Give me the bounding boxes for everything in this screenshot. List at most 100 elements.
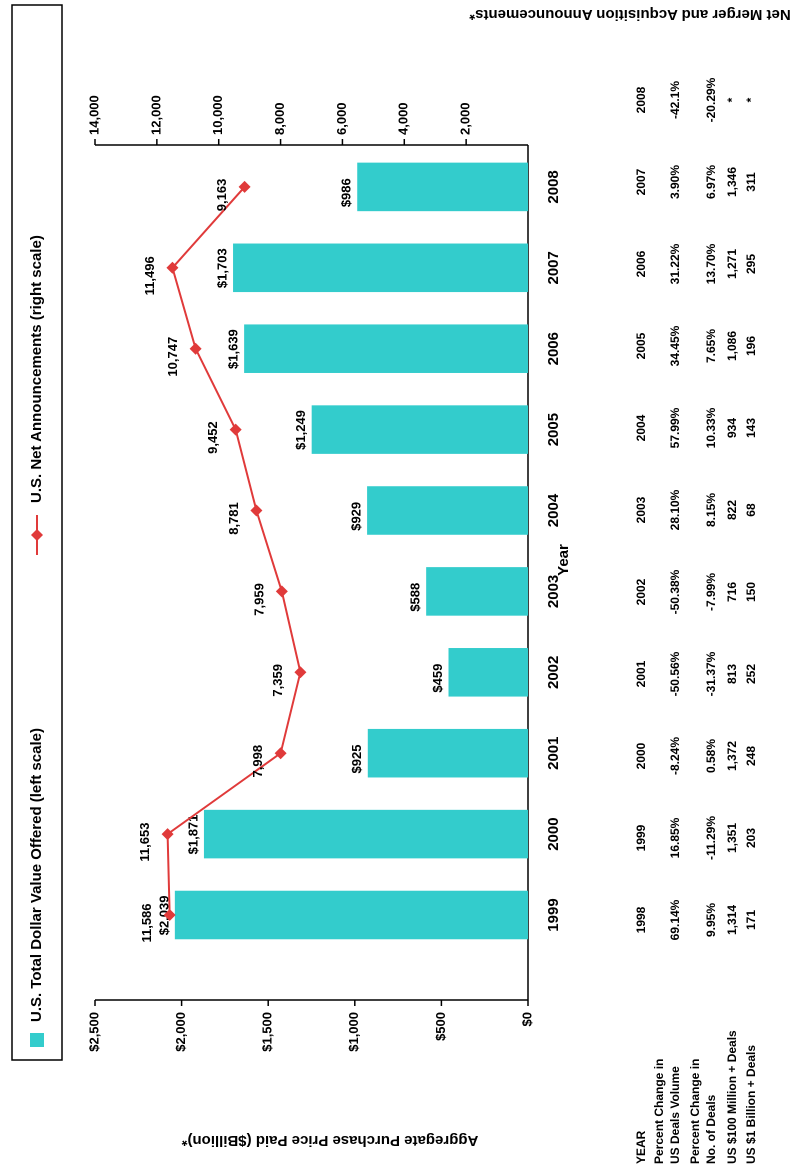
table-row-label: No. of Deals: [704, 1094, 718, 1164]
line-value-label: 7,359: [270, 664, 285, 697]
table-cell: 822: [725, 500, 739, 520]
line-value-label: 8,781: [226, 502, 241, 535]
table-row-label: US $100 Million + Deals: [725, 1030, 739, 1164]
table-cell: 196: [744, 336, 758, 356]
line-marker: [275, 585, 288, 598]
bar-value-label: $929: [349, 502, 364, 531]
line-marker: [274, 747, 287, 760]
table-cell: 31.22%: [668, 243, 682, 284]
table-cell: 2006: [634, 250, 648, 277]
line-marker: [294, 666, 307, 679]
table-cell: -50.56%: [668, 651, 682, 696]
table-cell: -31.37%: [704, 651, 718, 696]
table-cell: 813: [725, 664, 739, 684]
x-tick-label: 1999: [545, 898, 562, 931]
table-cell: -20.29%: [704, 77, 718, 122]
table-cell: 1,086: [725, 331, 739, 361]
line: [166, 186, 302, 916]
line-marker: [166, 261, 179, 274]
table-cell: *: [744, 97, 758, 102]
bar-value-label: $459: [430, 664, 445, 693]
table-cell: 934: [725, 418, 739, 438]
table-cell: 311: [744, 172, 758, 192]
line-marker: [229, 423, 242, 436]
bar: [367, 486, 528, 535]
x-tick-label: 2003: [545, 575, 562, 608]
table-cell: *: [725, 97, 739, 102]
legend-swatch: [30, 1033, 44, 1047]
table-cell: -11.29%: [704, 816, 718, 860]
bar: [357, 162, 528, 212]
bar: [448, 648, 528, 697]
x-tick-label: 2002: [545, 656, 562, 689]
table-cell: 69.14%: [668, 899, 682, 940]
line-marker: [189, 342, 202, 355]
table-cell: 7.65%: [704, 329, 718, 363]
x-tick-label: 2008: [545, 170, 562, 203]
y2-tick-label: 4,000: [396, 102, 411, 135]
line-value-label: 11,496: [142, 256, 157, 295]
table-row-label: YEAR: [634, 1130, 648, 1164]
table-cell: 6.97%: [704, 165, 718, 199]
table-row-label: Percent Change in: [652, 1059, 666, 1164]
bar-value-label: $925: [349, 745, 364, 774]
table-cell: 716: [725, 582, 739, 602]
bar: [203, 809, 528, 859]
bar-value-label: $588: [408, 583, 423, 612]
table-cell: 2003: [634, 496, 648, 523]
line-value-label: 9,163: [214, 179, 229, 212]
y2-tick-label: 6,000: [334, 102, 349, 135]
table-cell: 1998: [634, 906, 648, 933]
y2-tick-label: 2,000: [458, 102, 473, 135]
table-cell: 3.90%: [668, 165, 682, 199]
line-marker: [250, 504, 263, 517]
bar: [311, 405, 528, 454]
y2-tick-label: 14,000: [86, 95, 101, 135]
line-value-label: 7,998: [250, 745, 265, 778]
line-value-label: 11,653: [137, 823, 152, 862]
table-cell: 1,351: [725, 823, 739, 853]
y-tick-label: $500: [433, 1012, 448, 1041]
legend-label: U.S. Net Announcements (right scale): [28, 235, 45, 503]
bar: [244, 324, 528, 373]
y-axis-title: Aggregate Purchase Price Paid ($Billion)…: [181, 1132, 478, 1149]
y-tick-label: $2,000: [173, 1012, 188, 1052]
table-cell: 2002: [634, 578, 648, 605]
table-cell: 28.10%: [668, 489, 682, 530]
bar-value-label: $1,639: [226, 329, 241, 369]
line-value-label: 9,452: [205, 421, 220, 454]
bar: [367, 728, 529, 778]
table-cell: -7.99%: [704, 573, 718, 611]
y-tick-label: $1,000: [346, 1012, 361, 1052]
table-cell: 0.58%: [704, 739, 718, 773]
table-cell: 203: [744, 828, 758, 848]
table-cell: 68: [744, 503, 758, 517]
bar: [233, 243, 528, 293]
table-cell: 34.45%: [668, 325, 682, 366]
y2-tick-label: 10,000: [210, 95, 225, 135]
legend-label: U.S. Total Dollar Value Offered (left sc…: [28, 728, 45, 1022]
table-cell: 143: [744, 418, 758, 438]
bar-value-label: $986: [339, 178, 354, 207]
bar-value-label: $2,039: [156, 896, 171, 936]
line-value-label: 10,747: [165, 337, 180, 377]
x-axis-title: Year: [555, 544, 572, 576]
table-cell: 1999: [634, 824, 648, 851]
x-tick-label: 2005: [545, 413, 562, 446]
y-tick-label: $0: [519, 1012, 534, 1026]
y2-tick-label: 8,000: [272, 102, 287, 135]
table-cell: -8.24%: [668, 737, 682, 775]
table-row-label: Percent Change in: [688, 1059, 702, 1164]
y-tick-label: $1,500: [260, 1012, 275, 1052]
y2-axis-title: Net Merger and Acquisition Announcements…: [469, 6, 791, 23]
table-cell: 2008: [634, 86, 648, 113]
x-tick-label: 2000: [545, 817, 562, 850]
table-cell: 252: [744, 664, 758, 684]
x-tick-label: 2007: [545, 251, 562, 284]
bar: [174, 890, 528, 940]
x-tick-label: 2001: [545, 737, 562, 770]
table-cell: 295: [744, 254, 758, 274]
table-cell: 13.70%: [704, 243, 718, 284]
